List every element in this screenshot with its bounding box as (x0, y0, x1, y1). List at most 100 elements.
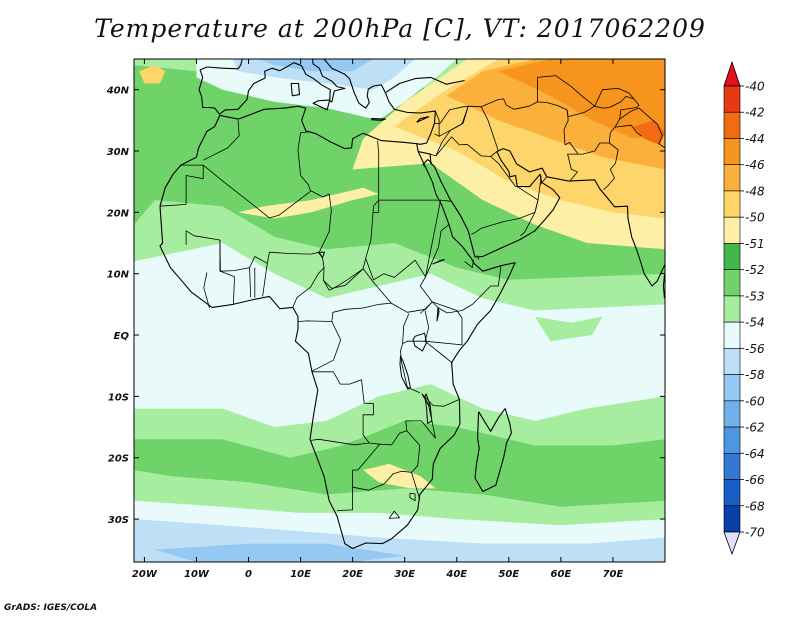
border-3 (203, 120, 240, 161)
border-46 (537, 75, 595, 107)
border-13 (297, 301, 433, 322)
colorbar-label: -68 (745, 499, 765, 513)
colorbar-swatch (723, 216, 741, 244)
colorbar-swatch (723, 269, 741, 297)
border-42 (524, 176, 548, 233)
coastline-0 (159, 105, 516, 550)
coastline-6 (290, 82, 301, 97)
temp-region-20 (534, 316, 603, 342)
border-22 (424, 340, 453, 364)
temp-region-6 (258, 59, 374, 72)
colorbar-label: -58 (745, 368, 765, 382)
colorbar-label: -51 (745, 237, 765, 251)
border-47 (594, 88, 635, 107)
lat-tick-label: 40N (106, 86, 130, 97)
temp-region-10 (498, 59, 665, 139)
colorbar-swatch (723, 321, 741, 349)
coastline-2 (384, 76, 465, 145)
border-21 (400, 313, 420, 394)
border-50 (614, 124, 642, 137)
border-9 (249, 267, 251, 298)
temp-region-5 (232, 59, 416, 90)
colorbar-label: -64 (745, 447, 765, 461)
border-4 (297, 131, 309, 150)
colorbar-label: -44 (745, 132, 765, 146)
temp-region-15 (134, 420, 665, 507)
colorbar-label: -46 (745, 158, 765, 172)
border-5 (297, 149, 311, 192)
colorbar-swatch (723, 138, 741, 166)
temp-region-12 (238, 187, 379, 219)
lake-4 (432, 259, 445, 265)
coastline-3 (323, 59, 386, 109)
colorbar-label: -40 (745, 80, 765, 94)
lat-tick-label: 30S (108, 515, 129, 526)
colorbar-swatch (723, 111, 741, 139)
lon-tick-label: 70E (603, 569, 624, 580)
colorbar-swatch (723, 164, 741, 192)
map-title: Temperature at 200hPa [C], VT: 201706220… (94, 14, 706, 43)
colorbar-swatch (723, 505, 741, 533)
border-43 (539, 175, 542, 185)
border-27 (352, 443, 381, 471)
colorbar-swatch (723, 190, 741, 218)
grads-credit: GrADS: IGES/COLA (4, 603, 98, 613)
colorbar-swatch (723, 374, 741, 402)
colorbar-label: -56 (745, 342, 765, 356)
colorbar-swatch (723, 426, 741, 454)
colorbar-swatch (723, 85, 741, 113)
border-38 (434, 105, 469, 124)
colorbar-label: -60 (745, 394, 765, 408)
border-48 (619, 107, 665, 149)
border-45 (566, 96, 640, 155)
coastline-10 (418, 151, 476, 258)
lat-tick-label: 20S (108, 454, 129, 465)
temperature-field (134, 59, 665, 562)
coastline-1 (474, 408, 512, 493)
lon-tick-label: 20E (342, 569, 363, 580)
lon-tick-label: 10W (184, 569, 210, 580)
temp-region-16 (363, 463, 436, 489)
colorbar-label: -50 (745, 211, 765, 225)
lake-3 (436, 306, 440, 322)
coastline-9 (474, 148, 665, 287)
border-19 (424, 301, 463, 346)
border-25 (309, 438, 370, 446)
temp-region-11 (633, 120, 665, 145)
border-30 (388, 510, 400, 519)
coastline-12 (662, 274, 665, 299)
colorbar-swatch (723, 348, 741, 375)
border-14 (323, 268, 392, 304)
coastline-5 (312, 99, 331, 111)
country-borders (159, 75, 665, 519)
border-32 (421, 393, 436, 439)
colorbar-label: -53 (745, 289, 765, 303)
colorbar-label: -42 (745, 106, 765, 120)
coastlines (159, 59, 665, 550)
border-26 (336, 470, 354, 511)
border-33 (421, 393, 460, 407)
colorbar-label: -54 (745, 316, 765, 330)
border-8 (203, 272, 210, 309)
coastline-8 (416, 116, 430, 123)
colorbar-label: -62 (745, 421, 765, 435)
colorbar-swatch (723, 243, 741, 270)
colorbar-label: -70 (745, 526, 765, 540)
lake-2 (424, 393, 433, 424)
border-49 (603, 142, 619, 190)
border-1 (202, 164, 441, 291)
lon-tick-label: 10E (290, 569, 311, 580)
lat-tick-label: 20N (107, 208, 130, 219)
border-7 (219, 240, 320, 272)
colorbar: -40 -42 -44 -46 -48 -50 -51 -52 -53 -54 -56 -58 -60 -… (723, 60, 765, 556)
colorbar-bottom-arrow (723, 531, 741, 556)
lat-tick-label: EQ (114, 331, 130, 342)
border-2 (373, 140, 380, 213)
coastline-11 (422, 159, 433, 168)
border-18 (464, 259, 474, 269)
border-52 (477, 255, 479, 260)
colorbar-label: -48 (745, 184, 765, 198)
border-17 (419, 224, 450, 303)
colorbar-label: -52 (745, 263, 765, 277)
border-35 (430, 105, 499, 157)
